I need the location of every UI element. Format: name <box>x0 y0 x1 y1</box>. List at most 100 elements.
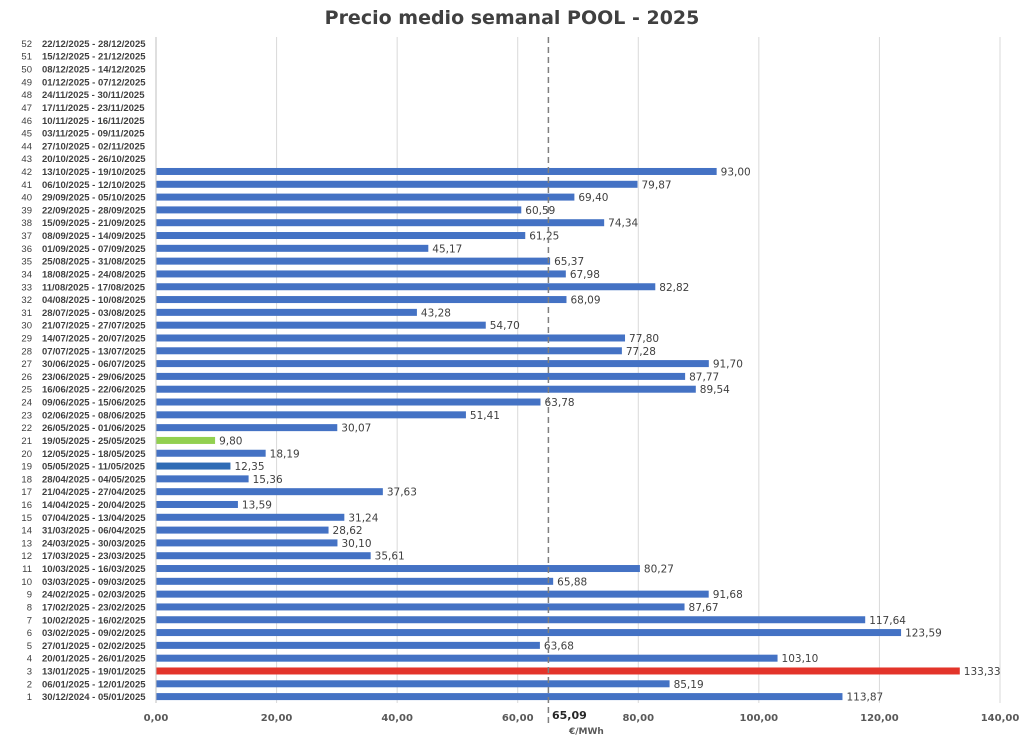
bar-value-label: 77,28 <box>626 346 656 358</box>
bar <box>156 539 338 547</box>
bar-value-label: 113,87 <box>846 692 883 704</box>
week-range-label: 14/04/2025 - 20/04/2025 <box>42 500 146 511</box>
bar-value-label: 63,68 <box>544 640 574 652</box>
week-number: 6 <box>27 628 32 639</box>
week-number: 39 <box>21 205 32 216</box>
week-range-label: 03/03/2025 - 09/03/2025 <box>42 577 146 588</box>
x-tick-label: 100,00 <box>740 713 779 724</box>
week-number: 27 <box>21 359 32 370</box>
week-number: 38 <box>21 218 32 229</box>
week-number: 29 <box>21 333 32 344</box>
week-number: 32 <box>21 295 32 306</box>
week-number: 51 <box>21 52 32 63</box>
week-range-label: 15/09/2025 - 21/09/2025 <box>42 218 146 229</box>
week-number: 35 <box>21 257 32 268</box>
bar-value-label: 85,19 <box>674 679 704 691</box>
bar <box>156 667 960 675</box>
week-number: 4 <box>27 654 32 665</box>
week-number: 28 <box>21 346 32 357</box>
week-range-label: 30/12/2024 - 05/01/2025 <box>42 692 146 703</box>
bar-value-label: 103,10 <box>782 653 819 665</box>
bar-value-label: 82,82 <box>659 282 689 294</box>
bar <box>156 424 338 432</box>
week-range-label: 17/03/2025 - 23/03/2025 <box>42 551 146 562</box>
bar <box>156 629 902 637</box>
week-range-label: 10/11/2025 - 16/11/2025 <box>42 116 145 127</box>
bar <box>156 462 231 470</box>
week-number: 2 <box>27 679 32 690</box>
bar-value-label: 133,33 <box>964 666 1001 678</box>
chart-title: Precio medio semanal POOL - 2025 <box>325 7 700 29</box>
week-range-label: 05/05/2025 - 11/05/2025 <box>42 462 146 473</box>
week-range-label: 06/10/2025 - 12/10/2025 <box>42 180 146 191</box>
bar-value-label: 89,54 <box>700 384 730 396</box>
bar <box>156 513 345 521</box>
bar <box>156 180 638 188</box>
week-range-label: 13/01/2025 - 19/01/2025 <box>42 666 146 677</box>
week-range-label: 02/06/2025 - 08/06/2025 <box>42 410 146 421</box>
week-range-label: 18/08/2025 - 24/08/2025 <box>42 269 146 280</box>
week-range-label: 21/04/2025 - 27/04/2025 <box>42 487 146 498</box>
bar <box>156 577 554 585</box>
week-range-label: 06/01/2025 - 12/01/2025 <box>42 679 146 690</box>
bar <box>156 616 866 624</box>
bar-value-label: 65,88 <box>557 576 587 588</box>
week-range-label: 13/10/2025 - 19/10/2025 <box>42 167 146 178</box>
bar-value-label: 45,17 <box>432 243 462 255</box>
week-number: 34 <box>21 269 32 280</box>
week-range-label: 22/12/2025 - 28/12/2025 <box>42 39 146 50</box>
bar-value-label: 60,59 <box>525 205 555 217</box>
week-range-label: 21/07/2025 - 27/07/2025 <box>42 321 146 332</box>
week-range-label: 01/09/2025 - 07/09/2025 <box>42 244 146 255</box>
week-number: 50 <box>21 65 32 76</box>
week-range-label: 19/05/2025 - 25/05/2025 <box>42 436 146 447</box>
bar <box>156 308 417 316</box>
week-number: 18 <box>21 474 32 485</box>
week-number: 24 <box>21 398 32 409</box>
week-number: 7 <box>27 615 32 626</box>
bar-value-label: 35,61 <box>375 551 405 563</box>
bar <box>156 693 843 701</box>
bar-value-label: 13,59 <box>242 499 272 511</box>
week-range-label: 17/11/2025 - 23/11/2025 <box>42 103 145 114</box>
week-number: 33 <box>21 282 32 293</box>
week-number: 42 <box>21 167 32 178</box>
bar <box>156 565 640 573</box>
bar <box>156 449 266 457</box>
week-number: 43 <box>21 154 32 165</box>
week-range-label: 03/11/2025 - 09/11/2025 <box>42 129 145 140</box>
bar-value-label: 61,25 <box>529 231 559 243</box>
week-range-label: 04/08/2025 - 10/08/2025 <box>42 295 146 306</box>
bar-value-label: 12,35 <box>234 461 264 473</box>
category-labels: 1 30/12/2024 - 05/01/2025 2 06/01/2025 - 12… <box>21 39 146 703</box>
bar-value-label: 31,24 <box>348 512 378 524</box>
bar-value-label: 123,59 <box>905 628 942 640</box>
bar-value-label: 74,34 <box>608 218 638 230</box>
bars <box>156 167 960 701</box>
bar <box>156 526 329 534</box>
bar-value-label: 51,41 <box>470 410 500 422</box>
bar <box>156 232 526 240</box>
gridlines <box>155 37 1001 703</box>
bar-value-label: 54,70 <box>490 320 520 332</box>
bar <box>156 321 486 329</box>
week-range-label: 28/07/2025 - 03/08/2025 <box>42 308 146 319</box>
x-tick-label: 40,00 <box>381 713 413 724</box>
x-tick-label: 80,00 <box>622 713 654 724</box>
week-range-label: 12/05/2025 - 18/05/2025 <box>42 449 146 460</box>
bar <box>156 257 551 265</box>
week-number: 12 <box>21 551 32 562</box>
week-range-label: 20/10/2025 - 26/10/2025 <box>42 154 146 165</box>
x-tick-label: 20,00 <box>261 713 293 724</box>
x-tick-label: 140,00 <box>981 713 1020 724</box>
week-range-label: 24/11/2025 - 30/11/2025 <box>42 90 145 101</box>
week-range-label: 03/02/2025 - 09/02/2025 <box>42 628 146 639</box>
week-number: 14 <box>21 526 32 537</box>
bar <box>156 270 566 278</box>
bar-value-label: 117,64 <box>869 615 906 627</box>
week-number: 45 <box>21 129 32 140</box>
week-number: 11 <box>22 564 32 575</box>
week-number: 20 <box>21 449 32 460</box>
bar <box>156 680 670 688</box>
week-number: 8 <box>27 602 32 613</box>
